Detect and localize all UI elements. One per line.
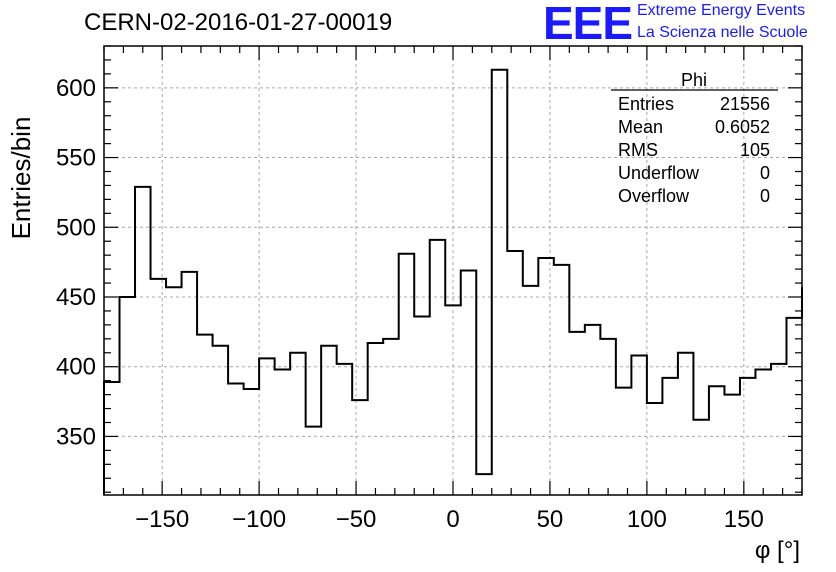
histogram-bin bbox=[476, 474, 492, 495]
histogram-bin bbox=[352, 400, 368, 495]
histogram-bin bbox=[461, 271, 477, 496]
histogram-bin bbox=[786, 318, 802, 495]
x-axis-label: φ [°] bbox=[755, 537, 800, 564]
histogram-bin bbox=[755, 370, 771, 495]
logo-subtitle-line2: La Scienza nelle Scuole bbox=[637, 24, 808, 41]
stats-label: Overflow bbox=[618, 186, 690, 206]
histogram-bin bbox=[120, 297, 136, 495]
histogram-bin bbox=[337, 364, 353, 495]
x-tick-label: 0 bbox=[446, 506, 459, 533]
histogram-bin bbox=[321, 346, 337, 495]
chart-title: CERN-02-2016-01-27-00019 bbox=[84, 9, 393, 36]
histogram-bin bbox=[166, 287, 182, 495]
stats-value: 0 bbox=[760, 163, 770, 183]
histogram-bin bbox=[383, 339, 399, 495]
stats-box: Phi Entries 21556 Mean 0.6052 RMS 105 Underflo… bbox=[611, 70, 778, 206]
histogram-series bbox=[103, 68, 803, 496]
stats-rows: Entries 21556 Mean 0.6052 RMS 105 Underflow 0 Ov… bbox=[618, 94, 770, 206]
histogram-bin bbox=[244, 389, 260, 495]
histogram-bin bbox=[740, 378, 756, 495]
histogram-bin bbox=[507, 251, 523, 495]
histogram-bin bbox=[135, 187, 151, 495]
histogram-step-line bbox=[103, 68, 803, 495]
y-tick-label: 550 bbox=[56, 145, 96, 172]
histogram-bin bbox=[693, 420, 709, 495]
histogram-bin bbox=[585, 325, 601, 495]
histogram-bin bbox=[600, 339, 616, 495]
x-tick-label: 100 bbox=[627, 506, 667, 533]
y-tick-label: 400 bbox=[56, 354, 96, 381]
histogram-bin bbox=[275, 370, 291, 495]
stats-label: Mean bbox=[618, 117, 663, 137]
histogram-bin bbox=[399, 254, 415, 495]
histogram-bin bbox=[259, 358, 275, 495]
histogram-bin bbox=[213, 346, 229, 495]
histogram-bin bbox=[523, 286, 539, 495]
histogram-bin bbox=[538, 258, 554, 495]
histogram-bin bbox=[662, 378, 678, 495]
stats-value: 0.6052 bbox=[715, 117, 770, 137]
histogram-bin bbox=[290, 353, 306, 495]
y-tick-label: 350 bbox=[56, 423, 96, 450]
grid-lines bbox=[104, 46, 802, 495]
stats-label: Entries bbox=[618, 94, 674, 114]
stats-value: 21556 bbox=[720, 94, 770, 114]
histogram-bin bbox=[647, 403, 663, 495]
stats-label: RMS bbox=[618, 140, 658, 160]
stats-title: Phi bbox=[681, 70, 707, 90]
x-tick-labels: −150 −100 −50 0 50 100 150 bbox=[135, 506, 764, 533]
y-tick-label: 450 bbox=[56, 284, 96, 311]
x-tick-label: 50 bbox=[537, 506, 564, 533]
x-tick-label: −150 bbox=[135, 506, 189, 533]
histogram-bin bbox=[554, 265, 570, 495]
histogram-bin bbox=[771, 364, 787, 495]
histogram-bin bbox=[306, 427, 322, 495]
histogram-bin bbox=[631, 356, 647, 495]
histogram-bin bbox=[151, 279, 167, 495]
histogram-bin bbox=[368, 343, 384, 495]
histogram-bin bbox=[492, 70, 508, 495]
y-tick-label: 500 bbox=[56, 214, 96, 241]
histogram-bin bbox=[709, 386, 725, 495]
histogram-bin bbox=[228, 383, 244, 495]
histogram-bin bbox=[430, 240, 446, 495]
x-tick-label: 150 bbox=[724, 506, 764, 533]
histogram-bin bbox=[678, 353, 694, 495]
histogram-bin bbox=[616, 388, 632, 495]
histogram-bin bbox=[724, 395, 740, 495]
histogram-bin bbox=[569, 332, 585, 495]
histogram-bin bbox=[182, 272, 198, 495]
y-tick-label: 600 bbox=[56, 75, 96, 102]
eee-logo: EEE bbox=[543, 0, 633, 49]
histogram-bin bbox=[197, 335, 213, 495]
y-tick-labels: 350 400 450 500 550 600 bbox=[56, 75, 96, 451]
stats-value: 0 bbox=[760, 186, 770, 206]
stats-value: 105 bbox=[740, 140, 770, 160]
y-axis-label: Entries/bin bbox=[6, 117, 36, 240]
logo-subtitle-line1: Extreme Energy Events bbox=[637, 2, 806, 19]
x-tick-label: −50 bbox=[336, 506, 377, 533]
x-tick-label: −100 bbox=[232, 506, 286, 533]
histogram-bin bbox=[445, 305, 461, 495]
histogram-bin bbox=[414, 317, 430, 495]
stats-label: Underflow bbox=[618, 163, 700, 183]
axis-ticks bbox=[103, 45, 803, 495]
